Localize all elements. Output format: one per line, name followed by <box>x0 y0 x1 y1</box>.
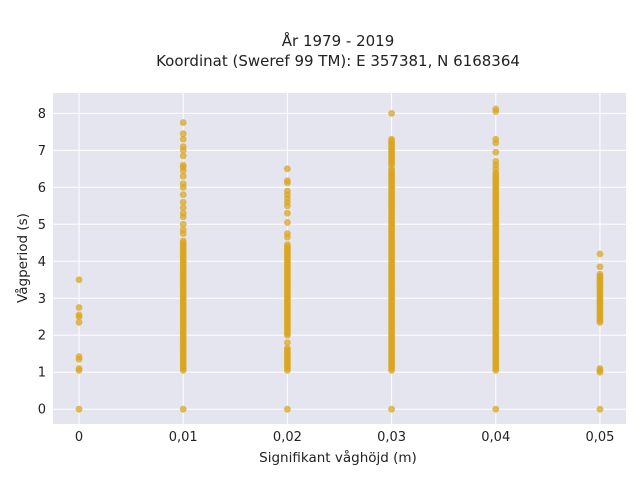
data-point <box>179 143 187 151</box>
x-tick-label: 0,04 <box>481 430 510 445</box>
data-point <box>179 405 187 413</box>
data-point <box>388 405 395 413</box>
data-point <box>284 241 291 249</box>
x-tick-label: 0,05 <box>585 430 614 445</box>
data-point <box>179 198 187 206</box>
data-point <box>388 135 395 143</box>
data-point <box>388 109 395 117</box>
data-point <box>284 165 291 173</box>
data-point <box>284 230 291 237</box>
data-point <box>284 209 291 217</box>
data-point <box>75 311 83 319</box>
data-point <box>75 304 83 311</box>
data-point <box>492 158 500 165</box>
data-point <box>284 339 291 347</box>
data-point <box>596 250 604 258</box>
chart-subtitle: Koordinat (Sweref 99 TM): E 357381, N 61… <box>156 52 520 70</box>
data-points <box>75 105 604 413</box>
y-tick-label: 6 <box>38 181 46 196</box>
y-tick-label: 2 <box>38 329 46 344</box>
data-point <box>75 405 83 413</box>
y-tick-label: 8 <box>38 107 46 122</box>
data-point <box>492 405 500 413</box>
data-point <box>179 209 187 217</box>
x-tick-label: 0,02 <box>273 430 302 445</box>
data-point <box>179 226 187 234</box>
data-point <box>75 276 83 284</box>
tick-labels: 0 1 2 3 4 5 6 7 8 0 0,01 0,02 0,03 0,04 0,05 <box>38 107 615 445</box>
data-point <box>179 161 187 169</box>
y-axis-title: Vågperiod (s) <box>14 213 31 303</box>
data-point <box>284 177 291 185</box>
data-point <box>179 237 187 245</box>
data-point <box>596 263 604 271</box>
data-point <box>492 135 500 143</box>
data-point <box>284 405 291 413</box>
x-axis-title: Signifikant våghöjd (m) <box>259 449 417 466</box>
data-point <box>179 152 187 160</box>
data-point <box>284 344 291 352</box>
data-point <box>492 105 500 113</box>
data-point <box>179 130 187 138</box>
data-point <box>284 219 291 226</box>
data-point <box>179 180 187 188</box>
data-point <box>284 187 291 195</box>
y-tick-label: 3 <box>38 292 46 307</box>
x-tick-label: 0 <box>75 430 83 445</box>
data-point <box>75 318 83 326</box>
plot-area <box>53 93 626 424</box>
y-tick-label: 4 <box>38 255 46 270</box>
y-tick-label: 0 <box>38 403 46 418</box>
y-tick-label: 7 <box>38 144 46 159</box>
data-point <box>179 172 187 180</box>
data-point <box>492 148 500 156</box>
data-point <box>75 365 83 372</box>
data-point <box>75 353 83 361</box>
x-tick-label: 0,01 <box>169 430 198 445</box>
data-point <box>596 270 604 278</box>
data-point <box>179 119 187 126</box>
data-point <box>596 405 604 413</box>
y-tick-label: 5 <box>38 218 46 233</box>
data-point <box>179 191 187 199</box>
data-point <box>179 135 187 143</box>
data-point <box>179 204 187 212</box>
x-tick-label: 0,03 <box>377 430 406 445</box>
chart-title: År 1979 - 2019 <box>282 31 395 50</box>
y-tick-label: 1 <box>38 366 46 381</box>
data-point <box>596 365 604 372</box>
data-point <box>179 220 187 228</box>
